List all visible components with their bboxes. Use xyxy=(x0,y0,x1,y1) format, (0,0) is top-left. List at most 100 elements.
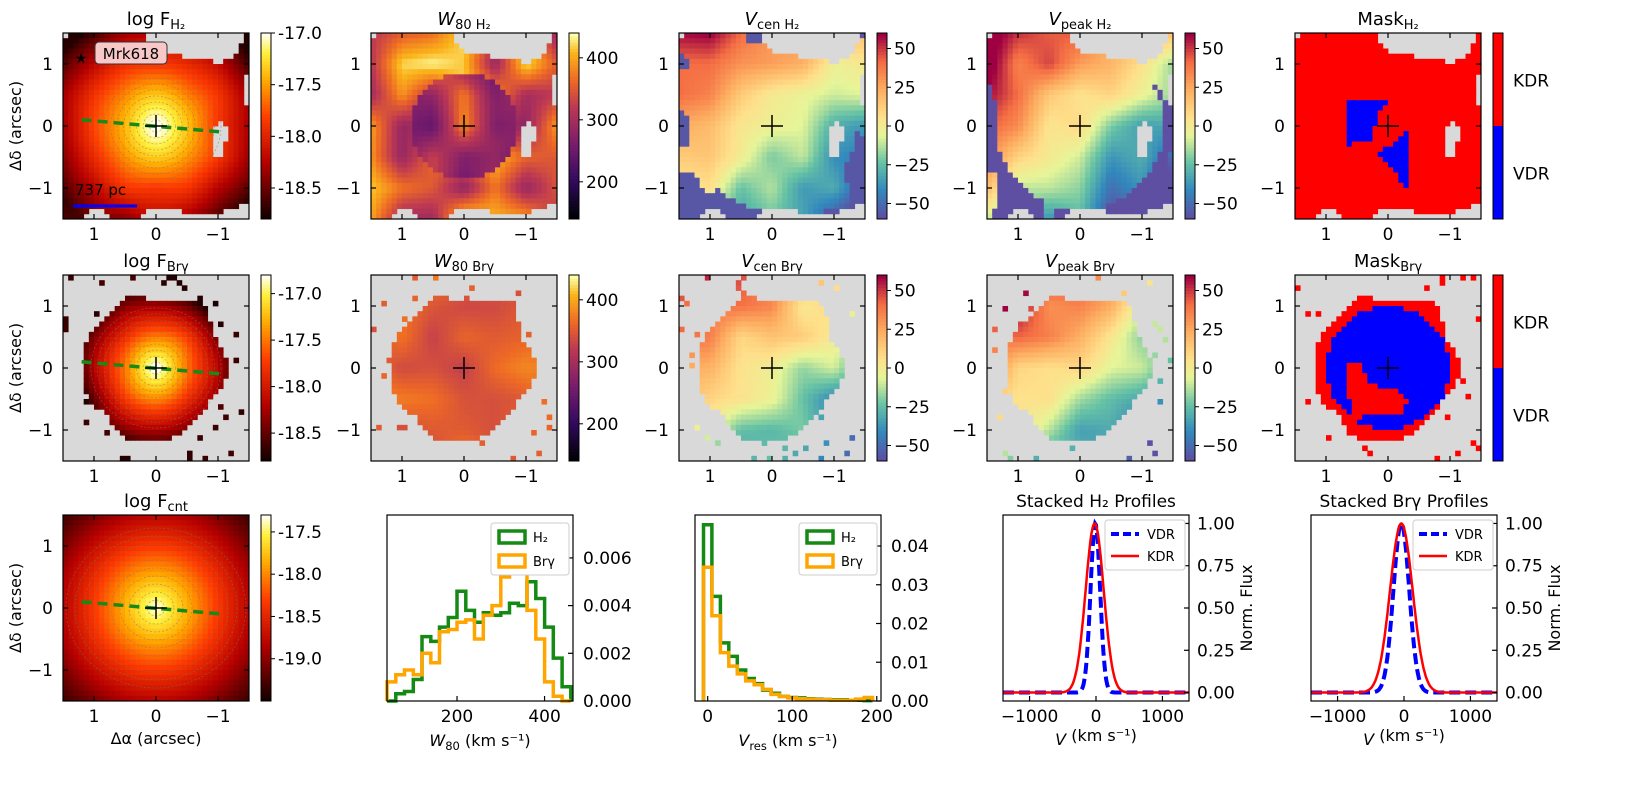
map-pixel xyxy=(233,79,240,86)
map-pixel xyxy=(386,64,393,70)
map-pixel xyxy=(1095,64,1102,70)
colorbar-tick-label: −25 xyxy=(894,156,930,176)
map-pixel xyxy=(1002,43,1009,49)
map-pixel xyxy=(679,188,685,194)
map-pixel xyxy=(376,100,382,106)
map-pixel xyxy=(546,162,553,168)
map-pixel xyxy=(1018,105,1024,111)
map-pixel xyxy=(233,157,240,163)
map-pixel xyxy=(679,141,685,148)
map-pixel xyxy=(166,115,172,122)
map-pixel xyxy=(505,84,511,91)
map-pixel xyxy=(1028,162,1034,168)
x-tick-label: 0 xyxy=(1075,225,1086,245)
map-pixel xyxy=(766,126,773,132)
map-pixel xyxy=(376,120,382,127)
map-pixel xyxy=(505,89,511,96)
map-pixel xyxy=(125,162,131,168)
map-pixel xyxy=(381,100,387,106)
map-pixel xyxy=(484,177,491,184)
map-pixel xyxy=(1064,157,1071,163)
map-pixel xyxy=(1142,115,1148,122)
map-pixel xyxy=(1142,162,1148,168)
flux-contour xyxy=(129,101,183,151)
map-pixel xyxy=(156,131,162,137)
map-pixel xyxy=(125,120,131,127)
map-pixel xyxy=(1121,126,1127,132)
map-pixel xyxy=(1157,177,1164,184)
map-pixel xyxy=(207,84,214,91)
map-pixel xyxy=(381,48,387,55)
map-pixel xyxy=(422,105,429,111)
map-pixel xyxy=(78,74,85,80)
map-pixel xyxy=(699,69,706,75)
map-pixel xyxy=(1018,89,1024,96)
map-pixel xyxy=(371,188,377,194)
map-pixel xyxy=(243,188,250,194)
map-pixel xyxy=(104,141,110,148)
map-pixel xyxy=(828,188,835,194)
map-pixel xyxy=(1152,167,1158,173)
map-pixel xyxy=(448,64,455,70)
map-pixel xyxy=(1100,146,1107,153)
map-pixel xyxy=(464,74,470,80)
map-pixel xyxy=(813,95,819,101)
map-pixel xyxy=(844,188,850,194)
map-pixel xyxy=(443,69,449,75)
map-pixel xyxy=(371,110,377,117)
map-pixel xyxy=(130,95,136,101)
map-pixel xyxy=(730,157,737,163)
map-pixel xyxy=(1085,84,1091,91)
map-pixel xyxy=(181,141,188,148)
map-pixel xyxy=(1002,213,1009,220)
map-pixel xyxy=(756,38,763,44)
map-pixel xyxy=(694,120,701,127)
map-pixel xyxy=(192,110,198,117)
map-pixel xyxy=(679,177,685,184)
map-pixel xyxy=(987,110,993,117)
map-pixel xyxy=(710,162,716,168)
map-pixel xyxy=(1054,136,1060,142)
map-pixel xyxy=(526,177,532,184)
map-pixel xyxy=(1043,172,1050,179)
y-axis-label: Δδ (arcsec) xyxy=(6,81,25,171)
map-pixel xyxy=(741,208,747,215)
colorbar-segment xyxy=(1185,57,1195,62)
map-pixel xyxy=(1054,89,1060,96)
map-pixel xyxy=(73,151,79,158)
map-pixel xyxy=(844,105,850,111)
map-pixel xyxy=(725,188,732,194)
map-pixel xyxy=(427,213,434,220)
map-pixel xyxy=(495,198,501,204)
map-pixel xyxy=(119,84,126,91)
map-pixel xyxy=(1090,146,1096,153)
map-pixel xyxy=(464,172,470,179)
colorbar-tick-label: 0 xyxy=(1202,117,1213,137)
map-pixel xyxy=(1136,193,1143,199)
map-pixel xyxy=(1028,198,1034,204)
map-pixel xyxy=(782,53,788,60)
map-pixel xyxy=(381,95,387,101)
map-pixel xyxy=(176,146,183,153)
map-pixel xyxy=(715,100,721,106)
map-pixel xyxy=(720,38,726,44)
map-pixel xyxy=(1074,120,1081,127)
map-pixel xyxy=(1116,105,1122,111)
map-pixel xyxy=(412,172,418,179)
map-pixel xyxy=(777,74,783,80)
map-pixel xyxy=(386,79,393,86)
map-pixel xyxy=(1116,74,1122,80)
colorbar-segment xyxy=(569,42,579,46)
map-pixel xyxy=(1059,157,1065,163)
map-pixel xyxy=(704,43,711,49)
map-pixel xyxy=(145,89,152,96)
map-pixel xyxy=(500,69,506,75)
map-pixel xyxy=(427,64,434,70)
map-pixel xyxy=(207,182,214,189)
map-pixel xyxy=(63,84,69,91)
map-pixel xyxy=(417,126,424,132)
map-pixel xyxy=(207,193,214,199)
map-pixel xyxy=(761,162,768,168)
map-pixel xyxy=(823,131,830,137)
